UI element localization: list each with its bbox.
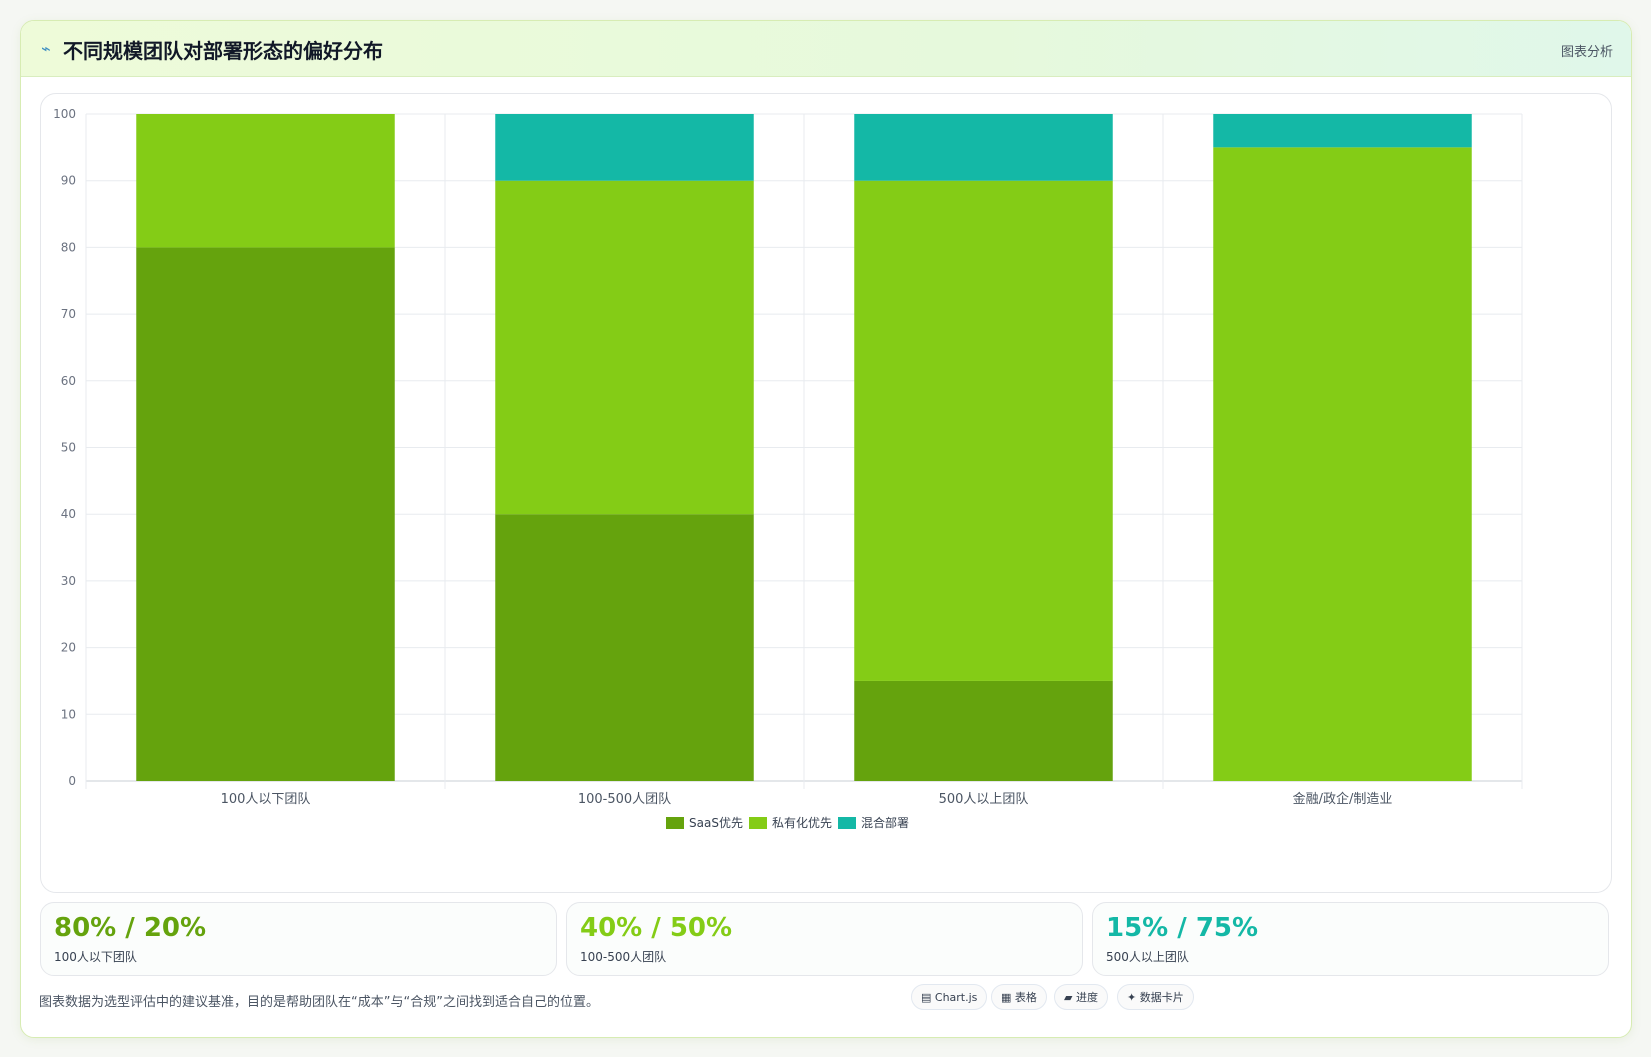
bar-segment bbox=[854, 180, 1113, 681]
y-tick-label: 60 bbox=[61, 374, 76, 388]
bar-segment bbox=[136, 114, 395, 248]
bar-segment bbox=[495, 514, 754, 781]
x-tick-label: 500人以上团队 bbox=[939, 792, 1029, 807]
y-tick-label: 20 bbox=[61, 641, 76, 655]
card-header: ⌁ 不同规模团队对部署形态的偏好分布 图表分析 bbox=[21, 21, 1631, 77]
stat-card-large: 15% / 75% 500人以上团队 bbox=[1092, 902, 1609, 976]
sparkle-icon: ✦ bbox=[1127, 991, 1140, 1004]
legend-label: SaaS优先 bbox=[689, 816, 743, 830]
stat-value: 80% / 20% bbox=[54, 913, 207, 943]
y-tick-label: 30 bbox=[61, 574, 76, 588]
chart-line-icon: ⌁ bbox=[41, 39, 51, 58]
y-tick-label: 50 bbox=[61, 441, 76, 455]
chip-progress[interactable]: ▰ 进度 bbox=[1054, 984, 1108, 1010]
chip-label: Chart.js bbox=[934, 991, 978, 1004]
chip-data-card[interactable]: ✦ 数据卡片 bbox=[1117, 984, 1194, 1010]
stat-value: 40% / 50% bbox=[580, 913, 733, 943]
x-tick-label: 100-500人团队 bbox=[578, 792, 671, 807]
y-tick-label: 10 bbox=[61, 707, 76, 721]
chart-panel: 0 10 20 30 40 50 60 70 80 90 100 100人以下团队 100-500人团队… bbox=[40, 93, 1612, 893]
chart-card: ⌁ 不同规模团队对部署形态的偏好分布 图表分析 0 10 20 30 40 50 60 70 8… bbox=[20, 20, 1632, 1038]
progress-icon: ▰ bbox=[1064, 991, 1076, 1004]
bar-segment bbox=[495, 180, 754, 515]
bar-segment bbox=[495, 114, 754, 181]
stat-label: 100人以下团队 bbox=[54, 950, 137, 964]
chip-label: 进度 bbox=[1075, 991, 1098, 1004]
chart-title: 不同规模团队对部署形态的偏好分布 bbox=[63, 39, 383, 63]
legend-label: 私有化优先 bbox=[772, 816, 832, 830]
header-tag: 图表分析 bbox=[1560, 45, 1613, 60]
bar-segment bbox=[1213, 147, 1472, 782]
bar-segment bbox=[1213, 114, 1472, 148]
chip-table[interactable]: ▦ 表格 bbox=[991, 984, 1047, 1010]
y-tick-label: 80 bbox=[61, 240, 76, 254]
y-tick-label: 90 bbox=[61, 174, 76, 188]
bar-segment bbox=[854, 114, 1113, 181]
stat-label: 500人以上团队 bbox=[1106, 950, 1189, 964]
legend-swatch bbox=[838, 817, 856, 829]
x-tick-label: 金融/政企/制造业 bbox=[1293, 791, 1393, 807]
stat-card-small: 80% / 20% 100人以下团队 bbox=[40, 902, 557, 976]
legend-swatch bbox=[749, 817, 767, 829]
legend-swatch bbox=[666, 817, 684, 829]
footer-note: 图表数据为选型评估中的建议基准，目的是帮助团队在“成本”与“合规”之间找到适合自… bbox=[39, 995, 599, 1010]
y-tick-label: 70 bbox=[61, 307, 76, 321]
stacked-bar-chart: 0 10 20 30 40 50 60 70 80 90 100 100人以下团队 100-500人团队… bbox=[53, 107, 1523, 830]
stat-card-medium: 40% / 50% 100-500人团队 bbox=[566, 902, 1083, 976]
table-icon: ▦ bbox=[1001, 991, 1015, 1004]
chip-label: 表格 bbox=[1014, 991, 1037, 1004]
bar-segment bbox=[854, 680, 1113, 781]
chip-chartjs[interactable]: ▤ Chart.js bbox=[911, 984, 988, 1010]
y-tick-label: 100 bbox=[53, 107, 76, 121]
stat-value: 15% / 75% bbox=[1106, 913, 1259, 943]
stat-label: 100-500人团队 bbox=[580, 950, 667, 964]
bar-segment bbox=[136, 247, 395, 781]
chart-icon: ▤ bbox=[921, 991, 935, 1004]
legend-label: 混合部署 bbox=[861, 815, 909, 830]
x-tick-label: 100人以下团队 bbox=[221, 792, 311, 807]
y-tick-label: 40 bbox=[61, 507, 76, 521]
chip-label: 数据卡片 bbox=[1139, 991, 1184, 1004]
y-tick-label: 0 bbox=[68, 774, 76, 788]
